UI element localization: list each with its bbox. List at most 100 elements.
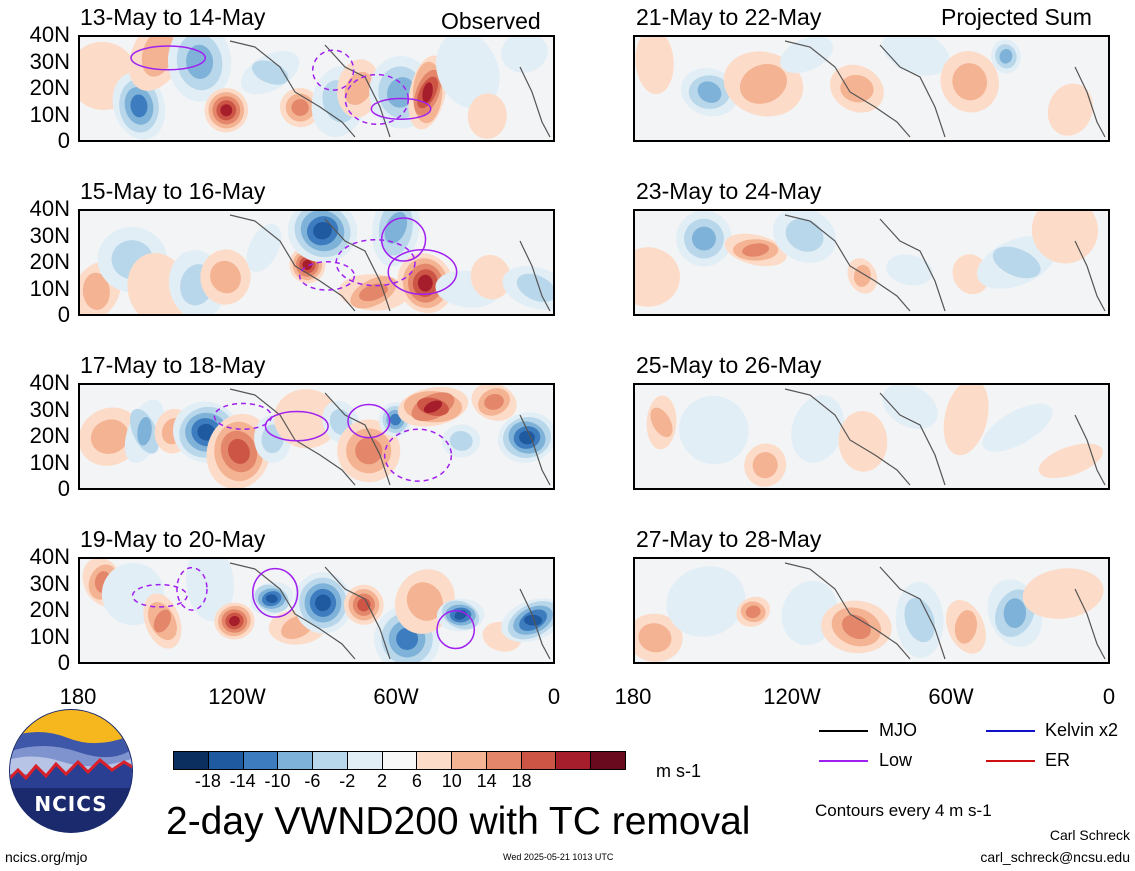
southerly-anomaly (153, 609, 172, 633)
lon-label: 120W (763, 684, 821, 709)
low-contour (387, 249, 458, 296)
lat-label: 20N (29, 423, 70, 448)
low-contour (264, 410, 329, 442)
southerly-anomaly (228, 615, 240, 627)
colorbar-swatch (416, 752, 452, 769)
colorbar-swatch (242, 752, 278, 769)
northerly-anomaly (992, 246, 1041, 279)
low-contour (370, 97, 432, 120)
lon-label: 0 (547, 684, 561, 709)
southerly-anomaly (291, 99, 309, 116)
panel-tag-observed: Observed (441, 8, 541, 34)
legend-line-kelvin (986, 730, 1035, 732)
low-contour (252, 567, 299, 618)
colorbar-tick-label: -2 (339, 771, 356, 791)
lat-label: 20N (29, 249, 70, 274)
southerly-anomaly (954, 610, 977, 644)
lat-label: 10N (29, 449, 70, 475)
map-panel-observed-2 (78, 209, 555, 316)
colorbar-tick-label: -6 (304, 771, 321, 791)
coastline (784, 214, 1106, 312)
southerly-anomaly (210, 260, 241, 294)
ncics-logo: NCICS (8, 708, 134, 834)
southerly-anomaly (90, 419, 129, 454)
colorbar-swatch (485, 752, 521, 769)
colorbar-tick-label: 14 (476, 771, 497, 791)
lat-label: 10N (29, 275, 70, 301)
northerly-anomaly (679, 395, 749, 465)
southerly-anomaly (1047, 83, 1093, 136)
low-contour (347, 403, 391, 439)
northerly-anomaly (313, 221, 332, 240)
southerly-anomaly (357, 598, 371, 612)
northerly-anomaly (785, 218, 824, 252)
email[interactable]: carl_schreck@ncsu.edu (980, 849, 1130, 865)
southerly-anomaly (359, 283, 388, 302)
lat-label: 30N (29, 48, 70, 74)
northerly-anomaly (882, 37, 950, 76)
northerly-anomaly (389, 413, 401, 426)
wind-field (80, 37, 551, 140)
northerly-anomaly (697, 81, 722, 103)
colorbar-swatch (174, 752, 208, 769)
map-panel-projected-2 (633, 209, 1110, 316)
panel-title: 27-May to 28-May (636, 526, 822, 552)
ncics-logo-icon (9, 709, 133, 833)
lat-label: 10N (29, 623, 70, 649)
northerly-anomaly (516, 273, 553, 303)
logo-text: NCICS (34, 792, 108, 816)
southerly-anomaly (943, 385, 989, 456)
lat-label: 40N (29, 544, 70, 569)
map-panel-observed-1 (78, 35, 555, 142)
map-panel-projected-3 (633, 383, 1110, 490)
lat-label: 20N (29, 75, 70, 100)
low-contour (436, 609, 476, 650)
lat-label: 0 (57, 128, 70, 153)
southerly-anomaly (840, 74, 874, 103)
lat-label: 0 (57, 650, 70, 675)
northerly-anomaly (780, 37, 834, 74)
wind-field (635, 211, 1106, 312)
map-panel-projected-4 (633, 557, 1110, 664)
northerly-anomaly (999, 49, 1013, 64)
legend-line-mjo (819, 730, 868, 732)
lon-label: 0 (1102, 684, 1116, 709)
colorbar-tick-label: 10 (441, 771, 462, 791)
legend-line-low (819, 760, 868, 762)
southerly-anomaly (470, 254, 512, 300)
coastline (784, 40, 1106, 138)
lon-label: 60W (373, 684, 419, 709)
colorbar-swatch (555, 752, 591, 769)
panel-title: 19-May to 20-May (80, 526, 266, 552)
southerly-anomaly (484, 393, 504, 410)
colorbar-swatch (520, 752, 556, 769)
southerly-anomaly (417, 274, 433, 292)
low-contour (335, 238, 416, 287)
southerly-anomaly (1031, 211, 1099, 264)
northerly-anomaly (501, 37, 548, 73)
lat-label: 30N (29, 222, 70, 248)
southerly-anomaly (422, 82, 433, 103)
site-link[interactable]: ncics.org/mjo (5, 849, 88, 865)
southerly-anomaly (141, 37, 175, 77)
northerly-anomaly (384, 211, 408, 244)
southerly-anomaly (635, 247, 681, 307)
northerly-anomaly (265, 594, 278, 604)
low-contour (176, 566, 208, 611)
panel-title: 13-May to 14-May (80, 4, 266, 30)
lat-label: 30N (29, 396, 70, 422)
lat-label: 10N (29, 101, 70, 127)
southerly-anomaly (635, 37, 674, 95)
northerly-anomaly (449, 430, 473, 451)
legend-label-mjo: MJO (879, 720, 917, 740)
map-panel-projected-1 (633, 35, 1110, 142)
northerly-anomaly (882, 385, 938, 430)
colorbar-units: m s-1 (656, 761, 701, 781)
colorbar (173, 751, 626, 770)
southerly-anomaly (228, 439, 250, 464)
northerly-anomaly (314, 594, 331, 612)
southerly-anomaly (82, 272, 110, 310)
northerly-anomaly (982, 403, 1053, 452)
northerly-anomaly (137, 417, 152, 446)
lat-label: 40N (29, 370, 70, 395)
